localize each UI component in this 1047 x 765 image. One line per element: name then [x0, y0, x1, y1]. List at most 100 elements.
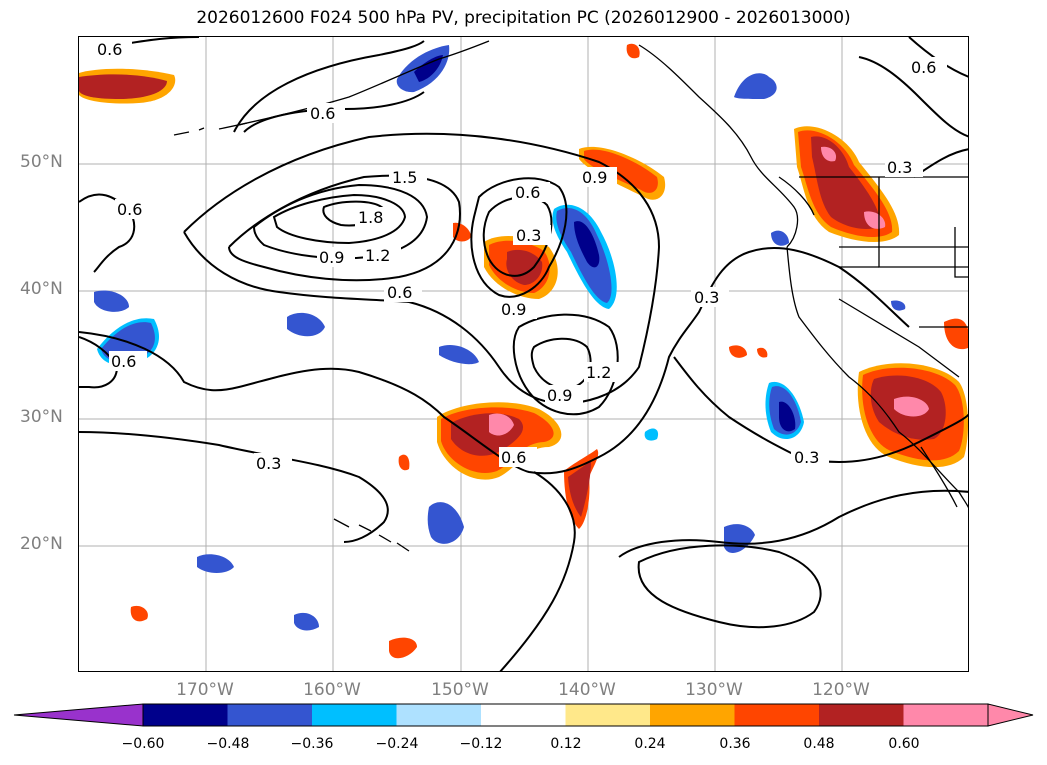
contour-label: 1.2	[586, 363, 611, 382]
contour-0.9-main	[228, 174, 461, 282]
contour-label: 0.6	[117, 200, 142, 219]
precip-positive-anomalies	[79, 43, 968, 659]
lat-label-50n: 50°N	[20, 152, 63, 172]
contour-label: 0.6	[911, 58, 936, 77]
precip-blob-blue-gulf-alaska	[396, 45, 450, 93]
coast-vancouver	[778, 176, 815, 216]
graticule	[79, 37, 968, 671]
contour-0.3-loop	[637, 544, 822, 629]
lon-label-150w: 150°W	[431, 680, 489, 700]
lat-label-20n: 20°N	[20, 534, 63, 554]
contour-label: 0.9	[501, 300, 526, 319]
colorbar-tick-label: −0.48	[206, 736, 250, 752]
contour-1.2-low2	[530, 337, 592, 390]
lon-label-140w: 140°W	[558, 680, 616, 700]
lon-label-120w: 120°W	[812, 680, 870, 700]
precip-blob-central-south	[437, 402, 562, 480]
contour-0.3-south	[499, 471, 576, 671]
colorbar-tick-label: −0.24	[375, 736, 419, 752]
colorbar-segment	[734, 704, 820, 726]
colorbar-tick-label: 0.60	[888, 736, 920, 752]
precip-blob-pacific-nw	[794, 126, 900, 243]
precip-blob-blue-6	[427, 502, 464, 544]
precip-blob-blue-11	[891, 300, 906, 311]
colorbar-tick-label: −0.12	[459, 736, 503, 752]
colorbar-tick-label: 0.12	[550, 736, 582, 752]
colorbar-segment	[565, 704, 651, 726]
contour-label: 0.9	[582, 168, 607, 187]
contour-label: 0.6	[310, 104, 335, 123]
contour-1.2-main	[253, 183, 429, 260]
colorbar-segment	[903, 704, 989, 726]
contour-label: 1.8	[358, 208, 383, 227]
lon-label-160w: 160°W	[303, 680, 361, 700]
contour-label: 0.6	[97, 40, 122, 59]
colorbar-tick-label: −0.60	[121, 736, 165, 752]
lon-label-170w: 170°W	[176, 680, 234, 700]
coast-alaska-islands	[173, 122, 248, 136]
contour-0.6-second	[470, 177, 568, 298]
colorbar-segment	[396, 704, 482, 726]
precip-blob-small-5	[389, 637, 417, 659]
colorbar-segment	[481, 704, 566, 726]
lat-label-30n: 30°N	[20, 407, 63, 427]
coast-hawaii	[333, 518, 410, 552]
precip-blob-blue-9	[724, 524, 755, 554]
coast-baja	[920, 446, 958, 508]
colorbar-tick-label: 0.36	[719, 736, 751, 752]
contour-label: 0.9	[319, 248, 344, 267]
contour-label: 0.3	[694, 288, 719, 307]
precip-blob-blue-2	[287, 312, 325, 337]
colorbar-segments	[13, 703, 1034, 727]
precip-blob-small-2	[398, 454, 410, 471]
precip-blob-small-6	[626, 43, 640, 59]
contour-label: 0.3	[887, 158, 912, 177]
colorbar-segment	[143, 704, 228, 726]
contour-label: 0.6	[111, 352, 136, 371]
map-title: 2026012600 F024 500 hPa PV, precipitatio…	[196, 8, 851, 28]
border-states-6	[954, 227, 968, 278]
colorbar-extend-min	[13, 703, 144, 727]
precip-blob-east-edge	[944, 318, 968, 350]
contour-label: 0.3	[516, 226, 541, 245]
contour-label: 0.3	[256, 454, 281, 473]
contour-label: 0.3	[794, 448, 819, 467]
colorbar	[13, 703, 1034, 727]
precip-blob-blue-west-1	[94, 290, 129, 312]
contour-0.6-north	[103, 37, 968, 133]
contour-0.3-ne	[858, 56, 968, 138]
colorbar-segment	[312, 704, 397, 726]
precip-blob-blue-4	[734, 73, 777, 99]
colorbar-tick-label: −0.36	[290, 736, 334, 752]
contour-labels: 0.6 0.6 0.6 0.6 0.6 0.6 0.6 0.6 1.5 1.8 …	[94, 40, 947, 473]
colorbar-extend-max	[987, 703, 1034, 727]
pv-contours	[79, 37, 968, 671]
border-states-4	[838, 298, 960, 378]
precip-negative-anomalies	[94, 45, 906, 631]
contour-label: 1.2	[365, 246, 390, 265]
colorbar-outline	[142, 703, 989, 727]
colorbar-tick-label: 0.24	[634, 736, 666, 752]
precip-blob-blue-10	[771, 230, 789, 246]
colorbar-segment	[650, 704, 735, 726]
contour-label: 1.5	[392, 168, 417, 187]
contour-0.3-se	[618, 489, 968, 558]
contour-0.6-main	[183, 132, 661, 405]
contour-label: 0.6	[515, 183, 540, 202]
coast-bc	[638, 44, 799, 248]
contour-0.9-low2	[512, 313, 619, 416]
contour-label: 0.6	[387, 283, 412, 302]
contour-0.3-central	[79, 246, 910, 475]
map-plot-area: 0.6 0.6 0.6 0.6 0.6 0.6 0.6 0.6 1.5 1.8 …	[78, 36, 969, 672]
contour-label: 0.6	[501, 448, 526, 467]
colorbar-tick-label: 0.48	[803, 736, 835, 752]
precip-blob-north-east	[579, 146, 666, 200]
precip-blob-blue-central	[552, 204, 617, 309]
precip-blob-blue-5	[765, 381, 804, 440]
precip-blob-blue-3	[439, 344, 479, 365]
lat-label-40n: 40°N	[20, 279, 63, 299]
colorbar-segment	[819, 704, 904, 726]
lon-label-130w: 130°W	[685, 680, 743, 700]
contour-0.3-west	[79, 431, 389, 543]
colorbar-segment	[227, 704, 313, 726]
